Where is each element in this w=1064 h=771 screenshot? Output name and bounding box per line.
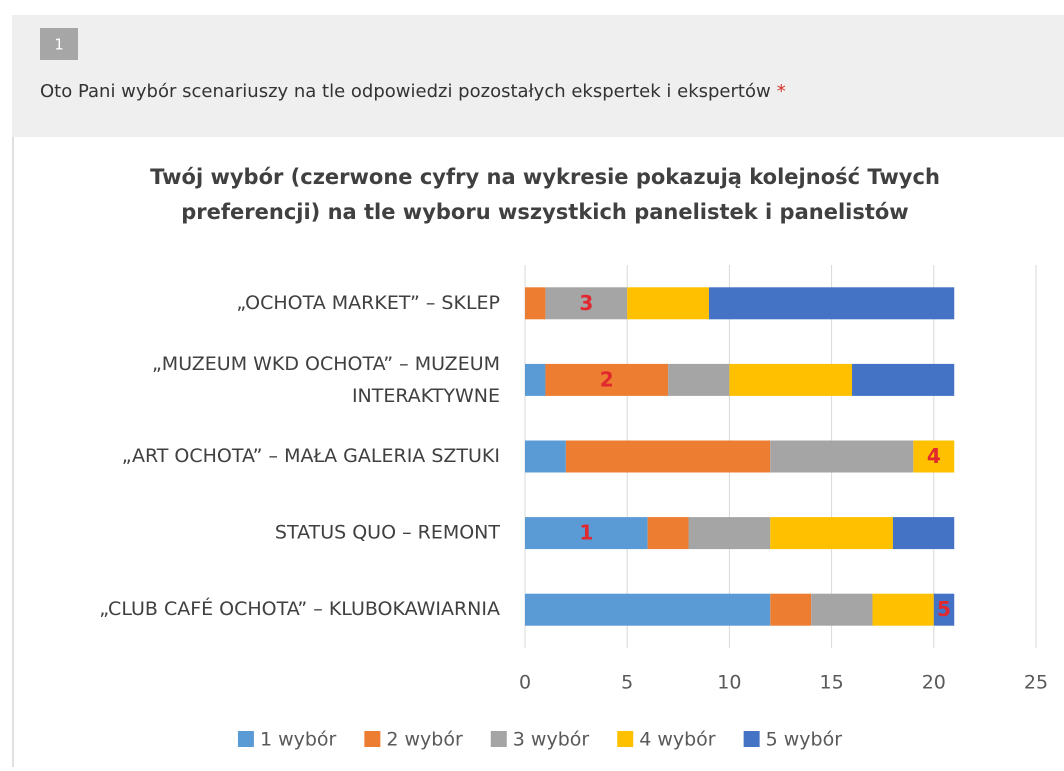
legend-swatch xyxy=(490,731,507,747)
bar-segment xyxy=(647,517,689,550)
y-tick-label: „OCHOTA MARKET” – SKLEP xyxy=(236,292,500,314)
legend-label: 5 wybór xyxy=(766,729,843,751)
legend-label: 2 wybór xyxy=(386,729,463,751)
bar-segment xyxy=(525,593,771,626)
bar-segment xyxy=(627,287,709,320)
bar-segment xyxy=(872,593,934,626)
bar-segment xyxy=(525,363,546,396)
bar-segment xyxy=(770,440,914,473)
bar-segment xyxy=(525,287,546,320)
bar-segment xyxy=(933,593,955,626)
x-tick-label: 5 xyxy=(621,672,633,694)
required-mark: * xyxy=(777,81,786,102)
chart-title: Twój wybór (czerwone cyfry na wykresie p… xyxy=(150,165,940,224)
legend-swatch xyxy=(364,731,381,747)
x-tick-label: 10 xyxy=(717,672,741,694)
y-tick-label: „CLUB CAFÉ OCHOTA” – KLUBOKAWIARNIA xyxy=(99,597,500,620)
bar-segment xyxy=(688,517,771,550)
legend-label: 3 wybór xyxy=(513,729,590,751)
question-number-box xyxy=(40,28,78,60)
x-tick-label: 25 xyxy=(1024,672,1048,694)
text-line: preferencji) na tle wyboru wszystkich pa… xyxy=(181,200,908,224)
legend-swatch xyxy=(743,731,760,747)
bar-segment xyxy=(729,363,853,396)
choice-annotation: 4 xyxy=(927,444,941,468)
text-line: INTERAKTYWNE xyxy=(352,384,500,406)
choice-annotation: 3 xyxy=(579,291,593,315)
bar-segment xyxy=(668,363,730,396)
bar-segment xyxy=(852,363,955,396)
choice-annotation: 5 xyxy=(937,597,951,621)
bar-segment xyxy=(811,593,873,626)
bar-segment xyxy=(708,287,955,320)
choice-annotation: 1 xyxy=(579,521,593,545)
text-line: Twój wybór (czerwone cyfry na wykresie p… xyxy=(150,165,940,189)
bar-segment xyxy=(545,363,669,396)
y-tick-label: STATUS QUO – REMONT xyxy=(275,522,500,544)
question-text: Oto Pani wybór scenariuszy na tle odpowi… xyxy=(40,81,786,102)
bar-segment xyxy=(770,517,893,550)
question-number: 1 xyxy=(54,36,64,54)
legend-swatch xyxy=(617,731,634,747)
bar-segment xyxy=(770,593,812,626)
question-label: Oto Pani wybór scenariuszy na tle odpowi… xyxy=(40,81,771,102)
x-tick-label: 0 xyxy=(519,672,531,694)
text-line: „MUZEUM WKD OCHOTA” – MUZEUM xyxy=(152,352,500,374)
legend-swatch xyxy=(237,731,254,747)
y-tick-label: „ART OCHOTA” – MAŁA GALERIA SZTUKI xyxy=(122,445,500,467)
bar-segment xyxy=(545,287,628,320)
y-tick-label: „MUZEUM WKD OCHOTA” – MUZEUM INTERAKTYWNE xyxy=(152,352,500,406)
border xyxy=(12,137,14,767)
x-tick-label: 15 xyxy=(820,672,844,694)
x-tick-label: 20 xyxy=(922,672,946,694)
legend-label: 4 wybór xyxy=(639,729,716,751)
bar-segment xyxy=(525,440,566,473)
choice-annotation: 2 xyxy=(600,367,614,391)
legend-label: 1 wybór xyxy=(260,729,337,751)
bar-segment xyxy=(892,517,955,550)
bar-segment xyxy=(913,440,955,473)
question-header xyxy=(12,15,1064,137)
bar-segment xyxy=(525,517,648,550)
bar-segment xyxy=(565,440,771,473)
